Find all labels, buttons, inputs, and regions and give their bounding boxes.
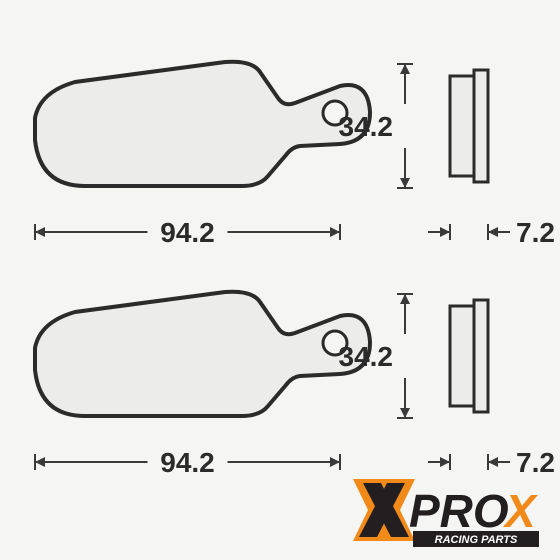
logo-text-pro: PRO (409, 485, 509, 537)
logo-subtitle: RACING PARTS (435, 534, 518, 546)
prox-logo: PRO X RACING PARTS (353, 479, 539, 547)
brake-pad-2-face (35, 292, 370, 416)
diagram-svg: 94.2 34.2 7.2 94.2 34.2 7.2 PRO X RACING PART… (0, 0, 560, 560)
svg-text:7.2: 7.2 (516, 217, 555, 248)
brake-pad-2-side (450, 300, 488, 412)
svg-text:7.2: 7.2 (516, 447, 555, 478)
svg-text:34.2: 34.2 (339, 341, 394, 372)
svg-text:94.2: 94.2 (160, 447, 215, 478)
svg-text:34.2: 34.2 (339, 111, 394, 142)
svg-text:94.2: 94.2 (160, 217, 215, 248)
logo-text-x: X (502, 485, 538, 537)
brake-pad-1-face (35, 62, 370, 186)
diagram-stage: 94.2 34.2 7.2 94.2 34.2 7.2 PRO X RACING PART… (0, 0, 560, 560)
brake-pad-1-side (450, 70, 488, 182)
